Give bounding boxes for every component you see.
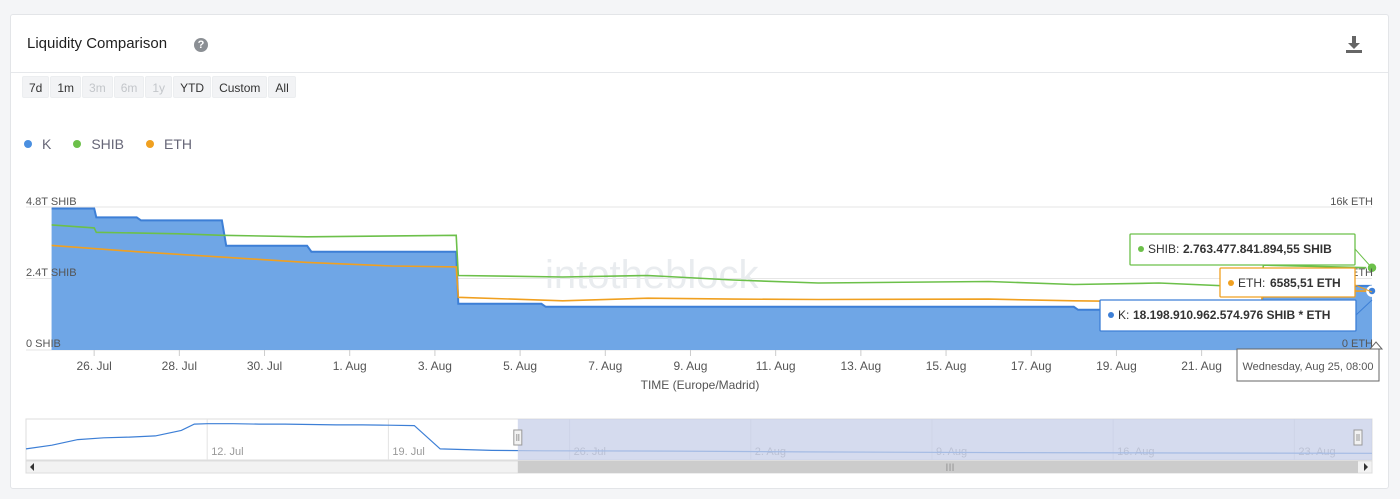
x-axis-title: TIME (Europe/Madrid): [641, 378, 760, 392]
date-tooltip-pointer: [1368, 341, 1384, 350]
eth-tooltip-label: ETH:: [1238, 276, 1265, 290]
range-button-1m[interactable]: 1m: [50, 76, 82, 98]
navigator-selection[interactable]: [517, 419, 1372, 460]
k-tooltip-pointer: [1355, 299, 1373, 316]
shib-tooltip-pointer: [1354, 248, 1373, 269]
x-tick-label: 15. Aug: [926, 359, 967, 373]
range-button-7d[interactable]: 7d: [22, 76, 50, 98]
y-right-label-top: 16k ETH: [1330, 196, 1373, 208]
k-tooltip: [1099, 299, 1357, 332]
y-right-label-bottom: 0 ETH: [1342, 338, 1373, 350]
shib-series-line: [51, 224, 1373, 289]
range-button-all[interactable]: All: [268, 76, 296, 98]
x-tick-label: 28. Jul: [162, 359, 197, 373]
legend-item-k[interactable]: K: [24, 136, 51, 152]
shib-tooltip-value: 2.763.477.841.894,55 SHIB: [1183, 242, 1332, 256]
download-icon[interactable]: [1344, 34, 1364, 54]
navigator-left-handle[interactable]: [513, 429, 523, 446]
legend-label: K: [42, 136, 52, 152]
y-left-label-top: 4.8T SHIB: [26, 196, 77, 208]
scrollbar-thumb[interactable]: [517, 461, 1358, 473]
x-tick-label: 30. Jul: [247, 359, 282, 373]
eth-tooltip-value: 6585,51 ETH: [1270, 276, 1341, 290]
legend-item-shib[interactable]: SHIB: [73, 136, 124, 152]
x-tick-label: 7. Aug: [588, 359, 622, 373]
eth-tooltip-dot: [1228, 280, 1234, 286]
range-button-1y: 1y: [145, 76, 173, 98]
range-button-custom[interactable]: Custom: [212, 76, 268, 98]
x-tick-label: 17. Aug: [1011, 359, 1052, 373]
x-tick-label: 5. Aug: [503, 359, 537, 373]
range-button-ytd[interactable]: YTD: [173, 76, 212, 98]
shib-tooltip-dot: [1138, 246, 1144, 252]
eth-tooltip-pointer: [1354, 284, 1373, 293]
k-series-area: [51, 208, 1372, 350]
x-tick-label: 13. Aug: [841, 359, 882, 373]
scrollbar-grip-icon: III: [945, 462, 954, 474]
shib-tooltip-label: SHIB:: [1148, 242, 1179, 256]
date-tooltip: [1236, 348, 1380, 382]
k-point-marker: [1367, 286, 1377, 296]
legend-marker-icon: [73, 140, 82, 148]
legend-label: SHIB: [91, 136, 125, 152]
x-tick-label: 11. Aug: [756, 359, 796, 373]
range-button-6m: 6m: [113, 76, 145, 98]
range-selector: 7d 1m 3m 6m 1y YTD Custom All: [22, 76, 297, 100]
k-tooltip-label: K:: [1118, 308, 1129, 322]
k-tooltip-value: 18.198.910.962.574.976 SHIB * ETH: [1133, 308, 1330, 322]
eth-tooltip: [1219, 267, 1356, 298]
k-tooltip-dot: [1108, 312, 1114, 318]
card-header: Liquidity Comparison ?: [11, 15, 1388, 73]
y-left-label-mid: 2.4T SHIB: [26, 267, 77, 279]
legend-marker-icon: [24, 140, 32, 148]
date-tooltip-text: Wednesday, Aug 25, 08:00: [1242, 361, 1373, 373]
navigator-tick-label: 12. Jul: [211, 446, 243, 458]
y-left-label-bottom: 0 SHIB: [26, 338, 61, 350]
help-icon[interactable]: ?: [194, 38, 208, 52]
scroll-right-arrow-icon[interactable]: [1364, 463, 1368, 471]
chart-legend: K SHIB ETH: [24, 136, 214, 156]
x-tick-label: 26. Jul: [76, 359, 111, 373]
legend-label: ETH: [164, 136, 193, 152]
range-button-3m: 3m: [82, 76, 113, 98]
x-tick-label: 3. Aug: [418, 359, 452, 373]
navigator-right-handle[interactable]: [1353, 429, 1363, 446]
card-title: Liquidity Comparison: [27, 35, 168, 52]
scroll-left-arrow-icon[interactable]: [30, 463, 34, 471]
x-tick-label: 9. Aug: [673, 359, 707, 373]
x-tick-label: 1. Aug: [333, 359, 367, 373]
legend-marker-icon: [146, 140, 155, 148]
navigator-tick-label: 19. Jul: [392, 446, 424, 458]
x-tick-label: 21. Aug: [1181, 359, 1222, 373]
legend-item-eth[interactable]: ETH: [146, 136, 192, 152]
x-tick-label: 19. Aug: [1096, 359, 1137, 373]
